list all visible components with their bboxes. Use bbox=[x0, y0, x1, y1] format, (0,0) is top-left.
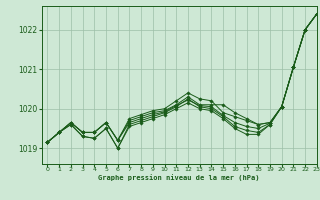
X-axis label: Graphe pression niveau de la mer (hPa): Graphe pression niveau de la mer (hPa) bbox=[99, 174, 260, 181]
